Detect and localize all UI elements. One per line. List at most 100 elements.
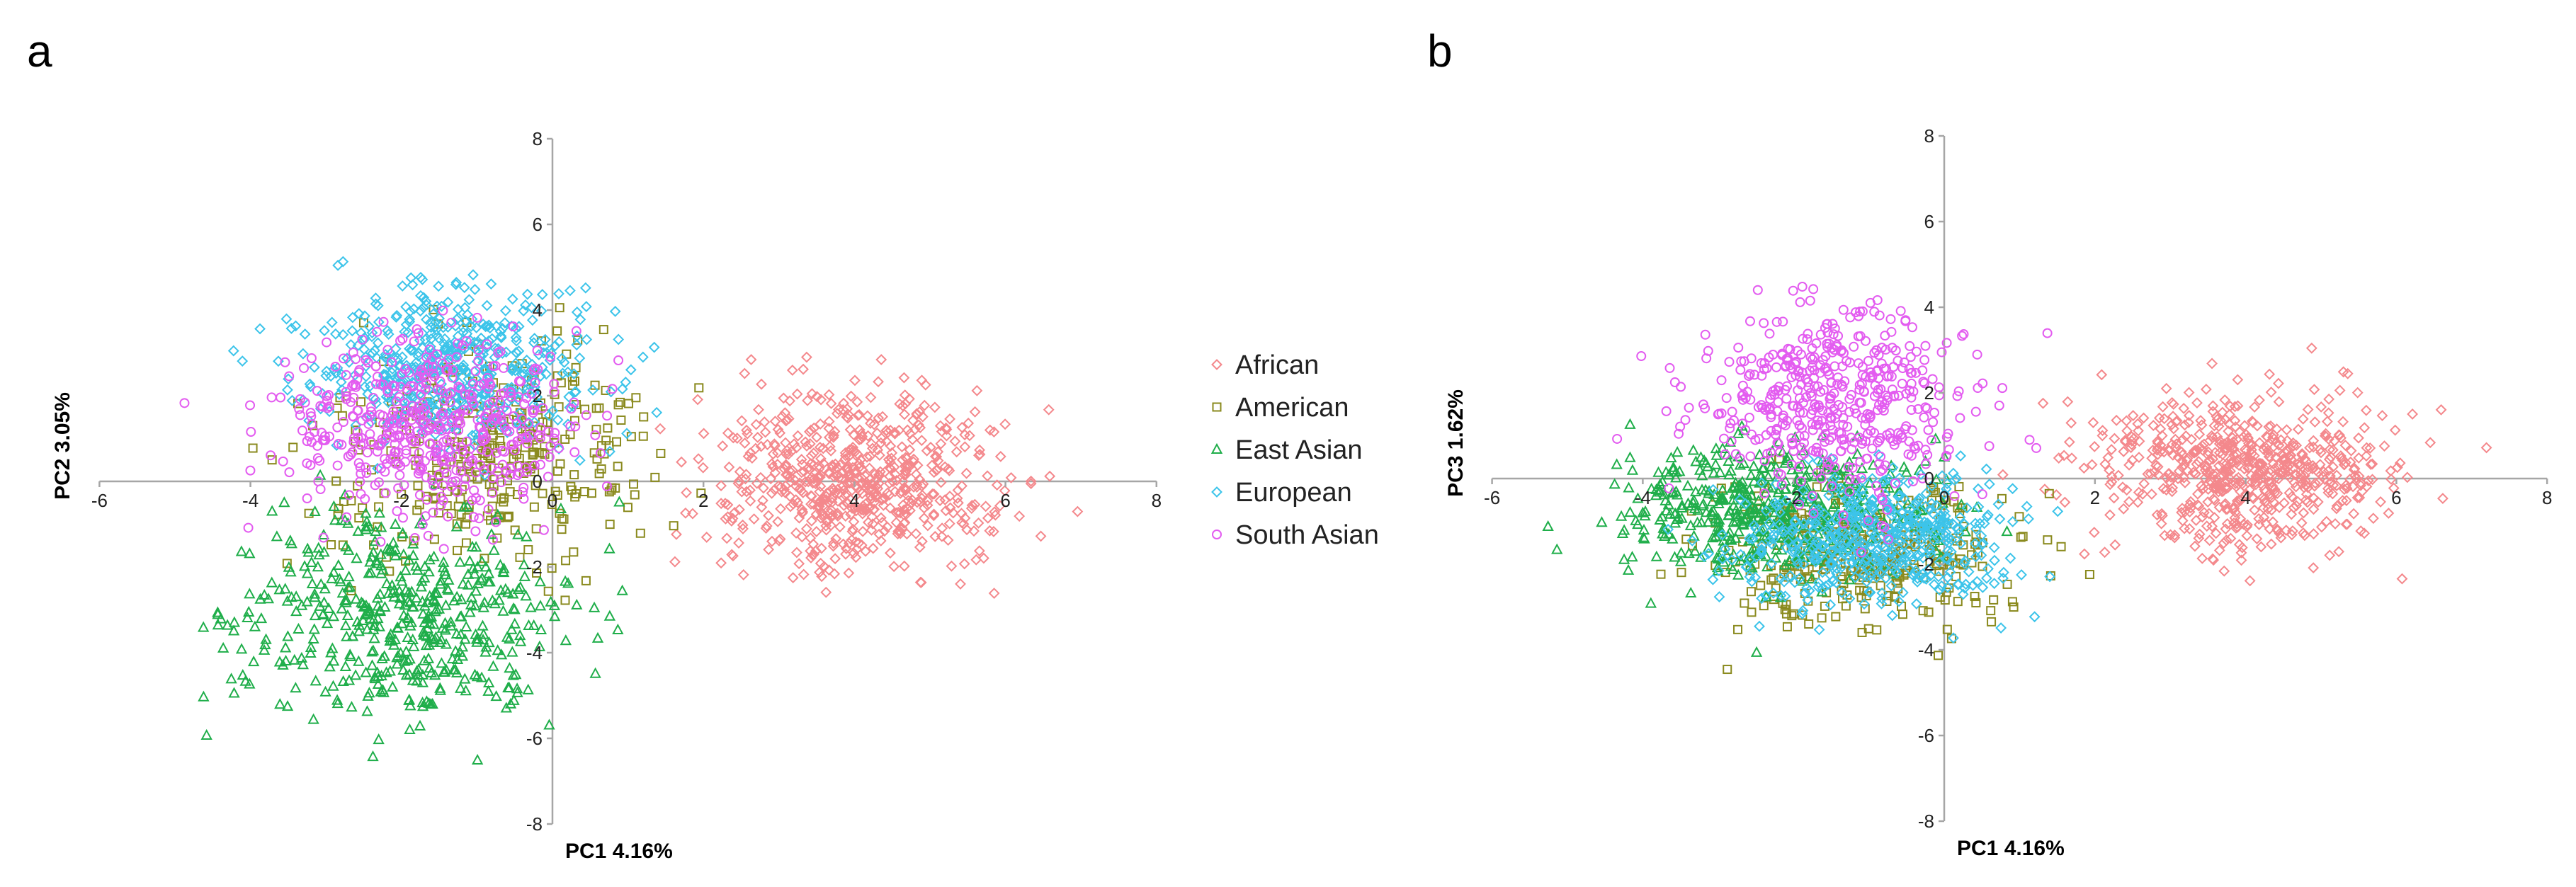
data-point (2096, 369, 2108, 381)
data-point (1855, 331, 1866, 341)
data-point (1952, 578, 1964, 590)
data-point (527, 405, 538, 416)
y-tick-label: -8 (526, 813, 543, 835)
data-point (2063, 436, 2075, 448)
data-point (988, 588, 1000, 599)
data-point (1972, 349, 1982, 360)
data-point (1845, 312, 1856, 323)
data-point (616, 383, 628, 395)
data-point (502, 681, 514, 693)
data-point (317, 401, 328, 412)
data-point (417, 399, 428, 409)
data-point (523, 545, 533, 555)
data-point (332, 403, 342, 413)
data-point (2145, 468, 2157, 480)
data-point (1752, 494, 1764, 505)
data-point (547, 405, 559, 417)
data-point (458, 322, 469, 333)
data-point (2200, 384, 2212, 395)
data-point (414, 719, 426, 731)
data-point (1834, 427, 1844, 437)
data-point (2308, 441, 2320, 453)
data-point (341, 609, 354, 621)
data-point (487, 473, 498, 483)
data-point (2220, 534, 2232, 546)
data-point (370, 554, 382, 566)
data-point (810, 508, 822, 520)
data-point (1885, 314, 1896, 324)
data-point (459, 673, 471, 684)
data-point (1913, 549, 1925, 561)
data-point (483, 676, 495, 688)
data-point (2193, 456, 2205, 467)
data-point (1730, 508, 1743, 520)
data-point (314, 469, 327, 480)
data-point (363, 687, 375, 698)
data-point (1952, 391, 1963, 401)
data-point (1826, 557, 1838, 569)
data-point (379, 600, 391, 612)
data-point (2305, 342, 2317, 354)
data-point (1849, 552, 1861, 564)
data-point (1726, 436, 1737, 447)
data-point (1817, 566, 1829, 578)
data-point (461, 538, 471, 548)
data-point (1832, 372, 1843, 383)
data-point (1685, 586, 1697, 598)
data-point (1876, 580, 1885, 590)
data-point (581, 410, 591, 420)
data-point (1927, 508, 1939, 520)
data-point (1941, 432, 1952, 442)
data-point (247, 656, 260, 667)
data-point (545, 595, 557, 607)
data-point (450, 320, 462, 332)
data-point (495, 332, 507, 343)
data-point (1893, 390, 1904, 401)
data-point (403, 586, 415, 597)
data-point (472, 577, 484, 588)
data-point (543, 586, 553, 596)
data-point (490, 360, 501, 371)
data-point (893, 424, 905, 436)
data-point (851, 396, 863, 408)
data-point (897, 454, 908, 466)
data-point (1706, 496, 1718, 507)
data-point (523, 418, 534, 429)
y-tick-label: 8 (533, 128, 543, 149)
data-point (1986, 606, 1996, 616)
data-point (378, 368, 390, 380)
data-point (1923, 425, 1934, 435)
data-point (759, 416, 771, 428)
data-point (2195, 415, 2206, 426)
data-point (2208, 493, 2219, 505)
data-point (424, 554, 436, 565)
data-point (492, 348, 504, 360)
data-point (2338, 483, 2350, 496)
data-point (331, 440, 343, 451)
data-point (897, 400, 909, 412)
data-point (853, 462, 865, 474)
data-point (418, 654, 431, 665)
data-point (474, 381, 484, 391)
data-point (943, 464, 955, 476)
data-point (766, 487, 778, 499)
data-point (419, 629, 431, 640)
data-point (2156, 430, 2168, 442)
data-point (941, 423, 953, 435)
data-point (453, 546, 463, 556)
data-point (328, 655, 340, 666)
data-point (1714, 466, 1726, 477)
data-point (304, 378, 316, 390)
data-point (417, 428, 428, 439)
data-point (2119, 436, 2131, 447)
data-point (2269, 483, 2281, 496)
data-point (569, 470, 579, 480)
data-point (1798, 333, 1808, 344)
data-point (319, 435, 329, 445)
data-point (1712, 552, 1724, 564)
panel-letter-b: b (1427, 25, 1453, 76)
data-point (590, 430, 601, 440)
data-point (445, 397, 455, 408)
data-point (872, 444, 884, 456)
data-point (1791, 357, 1801, 367)
